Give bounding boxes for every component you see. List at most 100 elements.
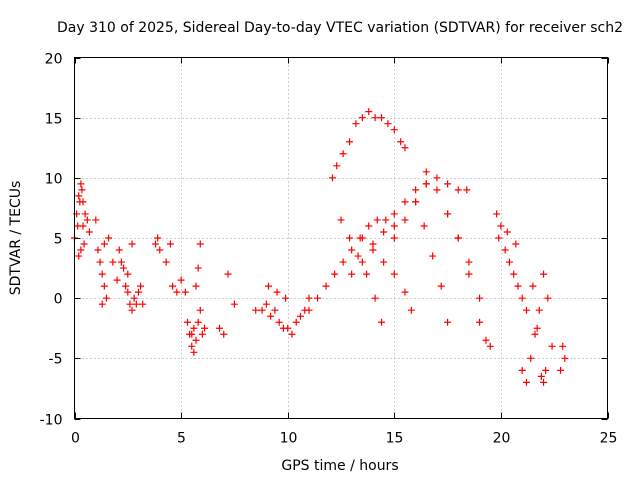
data-point [78, 186, 86, 194]
series-peak-arc [328, 108, 409, 182]
data-point [401, 144, 409, 152]
data-point [444, 210, 452, 218]
series-dip-around-5.5 [183, 240, 209, 356]
data-point [314, 294, 322, 302]
x-tick-label: 25 [600, 431, 618, 447]
series-descent-5 [444, 210, 494, 350]
data-point [252, 306, 260, 314]
y-axis-label: SDTVAR / TECUs [8, 181, 24, 296]
data-point [173, 288, 181, 296]
data-point [346, 234, 354, 242]
data-point [510, 270, 518, 278]
data-point [401, 288, 409, 296]
data-point [134, 288, 142, 296]
data-point [224, 270, 232, 278]
data-point [365, 222, 373, 230]
data-point [75, 252, 83, 260]
data-point [94, 246, 102, 254]
data-point [422, 180, 430, 188]
data-point [518, 294, 526, 302]
data-point [437, 282, 445, 290]
data-point [132, 300, 140, 308]
y-tick-label: 5 [54, 232, 63, 248]
data-point [181, 288, 189, 296]
data-point [292, 318, 300, 326]
data-point [378, 114, 386, 122]
data-point [444, 180, 452, 188]
data-point [358, 114, 366, 122]
x-tick-label: 20 [493, 431, 511, 447]
data-point [271, 306, 279, 314]
data-point [322, 282, 330, 290]
data-point [113, 276, 121, 284]
x-tick-label: 15 [386, 431, 404, 447]
data-point [215, 324, 223, 332]
data-point [305, 294, 313, 302]
y-tick-label: -10 [40, 413, 63, 429]
data-point [100, 240, 108, 248]
series-late-points [537, 342, 569, 386]
data-point [75, 192, 83, 200]
data-point [81, 210, 89, 218]
data-point [444, 318, 452, 326]
data-point [190, 348, 198, 356]
data-point [83, 216, 91, 224]
series-early-scatter-2 [92, 216, 121, 308]
data-point [557, 366, 565, 374]
series-descent-1 [337, 216, 386, 326]
data-point [527, 354, 535, 362]
data-point [531, 330, 539, 338]
data-point [337, 216, 345, 224]
data-point [544, 294, 552, 302]
data-point [454, 186, 462, 194]
data-point [282, 294, 290, 302]
data-point [262, 300, 270, 308]
data-point [365, 108, 373, 116]
data-point [98, 300, 106, 308]
data-point [542, 366, 550, 374]
data-point [433, 174, 441, 182]
data-point [465, 258, 473, 266]
data-point [333, 162, 341, 170]
data-point [128, 306, 136, 314]
series-cluster-21-22 [518, 270, 556, 386]
data-point [378, 318, 386, 326]
data-point [124, 288, 132, 296]
data-point [380, 228, 388, 236]
data-point [190, 324, 198, 332]
data-point [369, 240, 377, 248]
data-point [412, 186, 420, 194]
data-point [371, 294, 379, 302]
data-point [275, 318, 283, 326]
series-cluster-9-11 [252, 282, 313, 338]
series-rising-arc-1 [305, 216, 398, 314]
data-point [102, 294, 110, 302]
data-point [382, 216, 390, 224]
y-tick-label: 20 [45, 52, 63, 68]
data-point [169, 282, 177, 290]
data-point [420, 222, 428, 230]
data-point [401, 198, 409, 206]
data-point [339, 258, 347, 266]
data-point [115, 246, 123, 254]
data-point [465, 270, 473, 278]
data-point [540, 270, 548, 278]
data-point [369, 246, 377, 254]
series-ascent-2 [348, 180, 430, 278]
data-point [380, 258, 388, 266]
data-point [80, 240, 88, 248]
data-point [122, 282, 130, 290]
data-point [126, 300, 134, 308]
series-cluster-20 [493, 210, 530, 314]
data-point [166, 240, 174, 248]
data-point [152, 240, 160, 248]
data-point [96, 258, 104, 266]
data-point [288, 330, 296, 338]
data-point [258, 306, 266, 314]
data-point [384, 120, 392, 128]
series-early-scatter-3 [115, 240, 147, 314]
data-point [124, 270, 132, 278]
data-point [74, 222, 82, 230]
data-point [482, 336, 490, 344]
